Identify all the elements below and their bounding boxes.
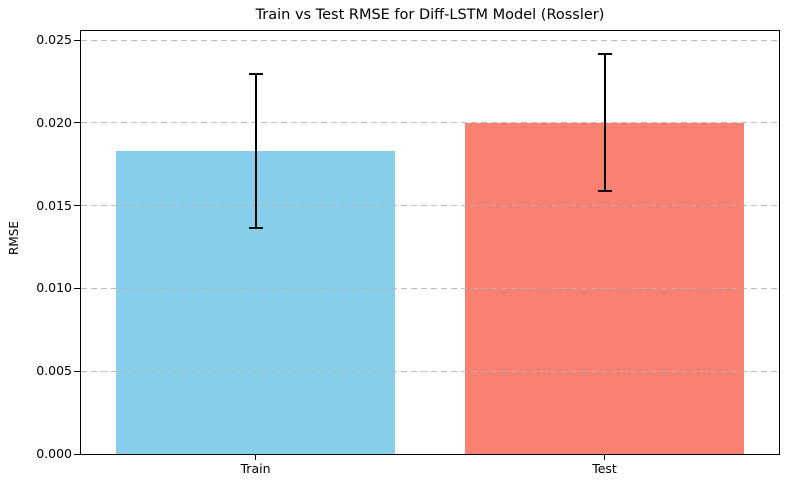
y-tick-label: 0.020 bbox=[36, 114, 72, 130]
y-tick-mark bbox=[74, 453, 80, 455]
error-bar-cap-bottom bbox=[597, 190, 612, 193]
error-bar-test bbox=[597, 53, 612, 193]
x-tick-label: Test bbox=[592, 461, 617, 476]
error-bar-cap-bottom bbox=[248, 226, 263, 229]
y-tick-mark bbox=[74, 39, 80, 41]
y-tick-mark bbox=[74, 287, 80, 289]
y-gridline bbox=[81, 287, 779, 289]
error-bar-cap-top bbox=[597, 53, 612, 56]
plot-area bbox=[80, 30, 780, 455]
y-gridline bbox=[81, 205, 779, 207]
error-bar-line bbox=[603, 53, 606, 193]
y-tick-mark bbox=[74, 122, 80, 124]
y-tick-label: 0.025 bbox=[36, 32, 72, 48]
y-tick-label: 0.010 bbox=[36, 280, 72, 296]
y-tick-label: 0.015 bbox=[36, 197, 72, 213]
y-gridline bbox=[81, 370, 779, 372]
y-tick-mark bbox=[74, 370, 80, 372]
error-bar-train bbox=[248, 73, 263, 229]
y-gridline bbox=[81, 39, 779, 41]
error-bar-cap-top bbox=[248, 73, 263, 76]
x-tick-label: Train bbox=[240, 461, 271, 476]
y-tick-mark bbox=[74, 205, 80, 207]
x-tick-mark bbox=[604, 455, 605, 460]
y-gridline bbox=[81, 122, 779, 124]
x-tick-mark bbox=[255, 455, 256, 460]
y-tick-label: 0.000 bbox=[36, 446, 72, 461]
chart-title: Train vs Test RMSE for Diff-LSTM Model (… bbox=[255, 7, 605, 23]
y-tick-label: 0.005 bbox=[36, 363, 72, 379]
error-bar-line bbox=[254, 73, 257, 229]
